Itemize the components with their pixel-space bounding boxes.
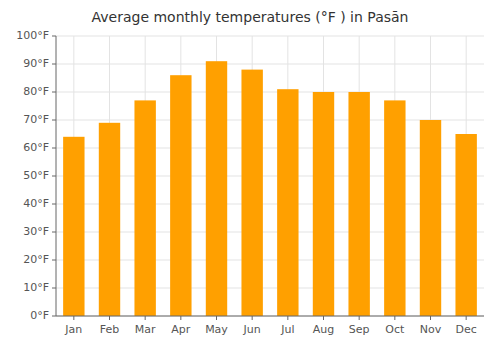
x-tick-label: Sep: [349, 323, 370, 336]
y-tick: [52, 288, 56, 289]
x-tick-label: Jul: [280, 323, 294, 336]
y-tick-label: 90°F: [23, 57, 49, 70]
y-tick-label: 100°F: [16, 29, 49, 42]
title: Average monthly temperatures (°F ) in Pa…: [92, 9, 409, 25]
bar: [455, 134, 476, 316]
x-tick-label: Jan: [64, 323, 82, 336]
y-tick: [52, 120, 56, 121]
bar: [63, 137, 84, 316]
grid-line-y: [56, 64, 484, 65]
x-tick: [430, 316, 431, 320]
x-tick: [180, 316, 181, 320]
bars: [63, 61, 477, 316]
x-tick: [145, 316, 146, 320]
bar: [99, 123, 120, 316]
bar: [134, 100, 155, 316]
x-tick-label: Aug: [313, 323, 334, 336]
y-tick: [52, 316, 56, 317]
y-tick: [52, 64, 56, 65]
chart-container: 0°F 10°F 20°F 30°F 40°F 50°F 60°F 70°F 80°F 90°F 1…: [0, 0, 500, 350]
y-tick-label: 20°F: [23, 253, 49, 266]
grid-line-y: [56, 36, 484, 37]
y-tick: [52, 260, 56, 261]
y-tick-label: 0°F: [30, 309, 49, 322]
x-tick: [323, 316, 324, 320]
x-tick-label: Dec: [456, 323, 477, 336]
grid: [56, 36, 484, 316]
x-tick-label: May: [205, 323, 228, 336]
y-tick-label: 30°F: [23, 225, 49, 238]
x-tick-label: Feb: [100, 323, 119, 336]
x-axis-line: [56, 316, 484, 317]
bar: [206, 61, 227, 316]
chart: 0°F 10°F 20°F 30°F 40°F 50°F 60°F 70°F 80°F 90°F 1…: [0, 0, 500, 350]
x-tick: [466, 316, 467, 320]
grid-line-y: [56, 92, 484, 93]
x-tick: [109, 316, 110, 320]
x-tick: [216, 316, 217, 320]
y-tick: [52, 204, 56, 205]
bar: [277, 89, 298, 316]
x-tick-label: Jun: [243, 323, 261, 336]
y-tick-label: 10°F: [23, 281, 49, 294]
x-tick: [359, 316, 360, 320]
y-tick-label: 50°F: [23, 169, 49, 182]
bar: [348, 92, 369, 316]
y-tick-label: 40°F: [23, 197, 49, 210]
y-tick: [52, 92, 56, 93]
bar: [241, 70, 262, 316]
bar: [313, 92, 334, 316]
grid-line-y: [56, 316, 484, 317]
x-tick: [252, 316, 253, 320]
x-tick-label: Nov: [420, 323, 442, 336]
bar: [384, 100, 405, 316]
bar: [420, 120, 441, 316]
y-tick: [52, 148, 56, 149]
x-tick: [287, 316, 288, 320]
x-tick-label: Oct: [385, 323, 405, 336]
page: {"chart_data": {"type": "bar", "title": …: [0, 0, 500, 350]
y-tick: [52, 232, 56, 233]
x-tick-label: Mar: [135, 323, 156, 336]
y-tick-label: 70°F: [23, 113, 49, 126]
x-tick: [73, 316, 74, 320]
axes: 0°F 10°F 20°F 30°F 40°F 50°F 60°F 70°F 80°F 90°F 1…: [16, 29, 484, 336]
y-tick: [52, 36, 56, 37]
y-tick-label: 60°F: [23, 141, 49, 154]
y-tick-label: 80°F: [23, 85, 49, 98]
y-tick: [52, 176, 56, 177]
x-tick-label: Apr: [171, 323, 191, 336]
x-tick: [394, 316, 395, 320]
bar: [170, 75, 191, 316]
